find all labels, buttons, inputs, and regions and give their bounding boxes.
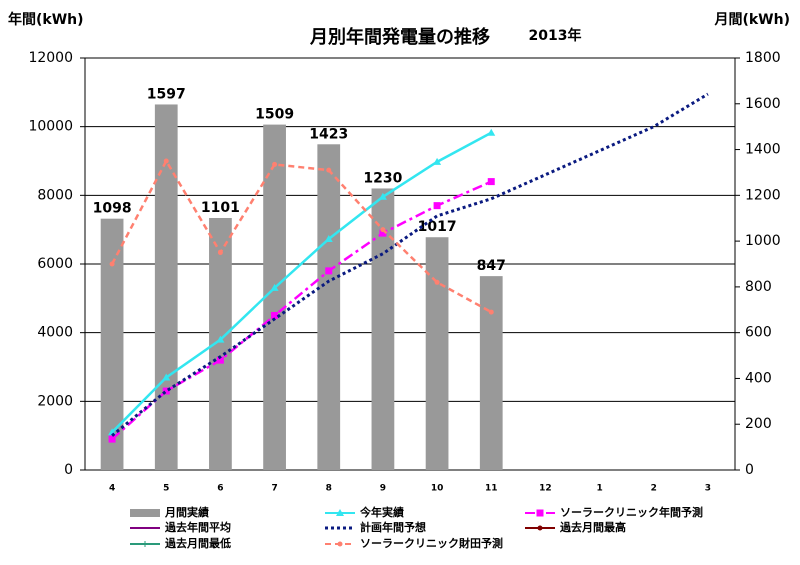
bar (479, 276, 503, 470)
x-tick-label: 4 (109, 484, 115, 494)
line-marker (379, 229, 387, 237)
y-axis-label: 年間(kWh) (8, 11, 84, 28)
line-marker (378, 192, 387, 200)
y2-axis-label: 月間(kWh) (713, 12, 790, 28)
y-tick-label: 2000 (37, 393, 73, 409)
line-marker (270, 283, 279, 291)
line-marker (487, 128, 496, 136)
y2-tick-label: 1800 (745, 50, 781, 66)
bar-value-label: 1230 (363, 170, 402, 186)
x-tick-label: 9 (380, 484, 386, 494)
line (110, 158, 492, 314)
y2-tick-label: 1200 (745, 187, 781, 203)
line-marker (488, 309, 494, 315)
legend-label: ソーラークリニック財田予測 (360, 536, 503, 550)
legend-swatch (130, 509, 160, 517)
y2-tick-label: 0 (745, 462, 754, 478)
legend-label: 過去月間最低 (164, 536, 231, 550)
y-tick-label: 4000 (37, 325, 73, 341)
line-marker (380, 227, 386, 233)
legend-marker (336, 509, 344, 516)
y2-tick-label: 1400 (745, 142, 781, 158)
legend-marker (536, 509, 544, 517)
chart-title: 月別年間発電量の推移 (309, 26, 490, 48)
line-marker (487, 178, 495, 186)
line-marker (109, 261, 115, 267)
line-marker (433, 202, 441, 210)
bar (371, 188, 395, 470)
legend-label: 計画年間予想 (360, 520, 426, 534)
line-marker (163, 158, 169, 164)
line (111, 131, 492, 434)
y-tick-label: 12000 (28, 50, 73, 66)
line-marker (162, 373, 171, 381)
line-marker (325, 267, 333, 275)
bar-value-label: 1017 (418, 219, 457, 235)
bar-value-label: 1423 (309, 126, 348, 142)
legend-marker (142, 541, 148, 547)
x-tick-label: 7 (271, 484, 277, 494)
legend-label: 今年実績 (359, 505, 404, 519)
legend-label: 月間実績 (164, 505, 209, 519)
line-marker (162, 387, 170, 395)
y2-tick-label: 800 (745, 279, 772, 295)
line-marker (434, 279, 440, 285)
legend-label: ソーラークリニック年間予測 (560, 505, 703, 519)
chart-subtitle: 2013年 (529, 27, 582, 44)
x-tick-label: 5 (163, 484, 169, 494)
bar (154, 104, 178, 470)
line-marker (324, 235, 333, 243)
x-tick-label: 10 (431, 484, 444, 494)
line-marker (271, 312, 279, 319)
y2-tick-label: 400 (745, 370, 772, 386)
y2-tick-label: 200 (745, 416, 772, 432)
x-tick-label: 2 (651, 484, 657, 494)
bar-value-label: 847 (477, 258, 506, 274)
y2-tick-label: 600 (745, 325, 772, 341)
bar (317, 144, 341, 470)
y-tick-label: 8000 (37, 187, 73, 203)
legend-label: 過去年間平均 (164, 520, 231, 534)
y-tick-label: 6000 (37, 256, 73, 272)
line-marker (433, 157, 442, 165)
bar (209, 217, 232, 470)
bar-value-label: 1509 (255, 107, 294, 123)
y-tick-label: 0 (64, 462, 73, 478)
y2-tick-label: 1000 (745, 233, 781, 249)
bar-value-label: 1101 (201, 200, 240, 216)
line-marker (216, 335, 225, 343)
bar (100, 218, 124, 470)
line-marker (216, 356, 224, 364)
x-tick-label: 6 (217, 484, 223, 494)
line-marker (108, 435, 116, 443)
bar (425, 237, 449, 470)
bar-value-label: 1098 (93, 201, 132, 217)
line-marker (326, 167, 332, 173)
line (111, 180, 492, 441)
line (111, 92, 709, 437)
x-tick-label: 12 (539, 484, 552, 494)
x-tick-label: 3 (705, 484, 711, 494)
legend-marker (537, 525, 543, 531)
legend-label: 過去月間最高 (559, 520, 626, 534)
x-tick-label: 8 (326, 484, 332, 494)
y-tick-label: 10000 (28, 119, 73, 135)
line-marker (272, 161, 278, 167)
bar (263, 124, 286, 471)
bar-value-label: 1597 (147, 86, 186, 102)
line-marker (217, 250, 223, 256)
x-tick-label: 1 (596, 484, 602, 494)
x-tick-label: 11 (485, 484, 498, 494)
legend-marker (337, 541, 343, 547)
y2-tick-label: 1600 (745, 96, 781, 112)
